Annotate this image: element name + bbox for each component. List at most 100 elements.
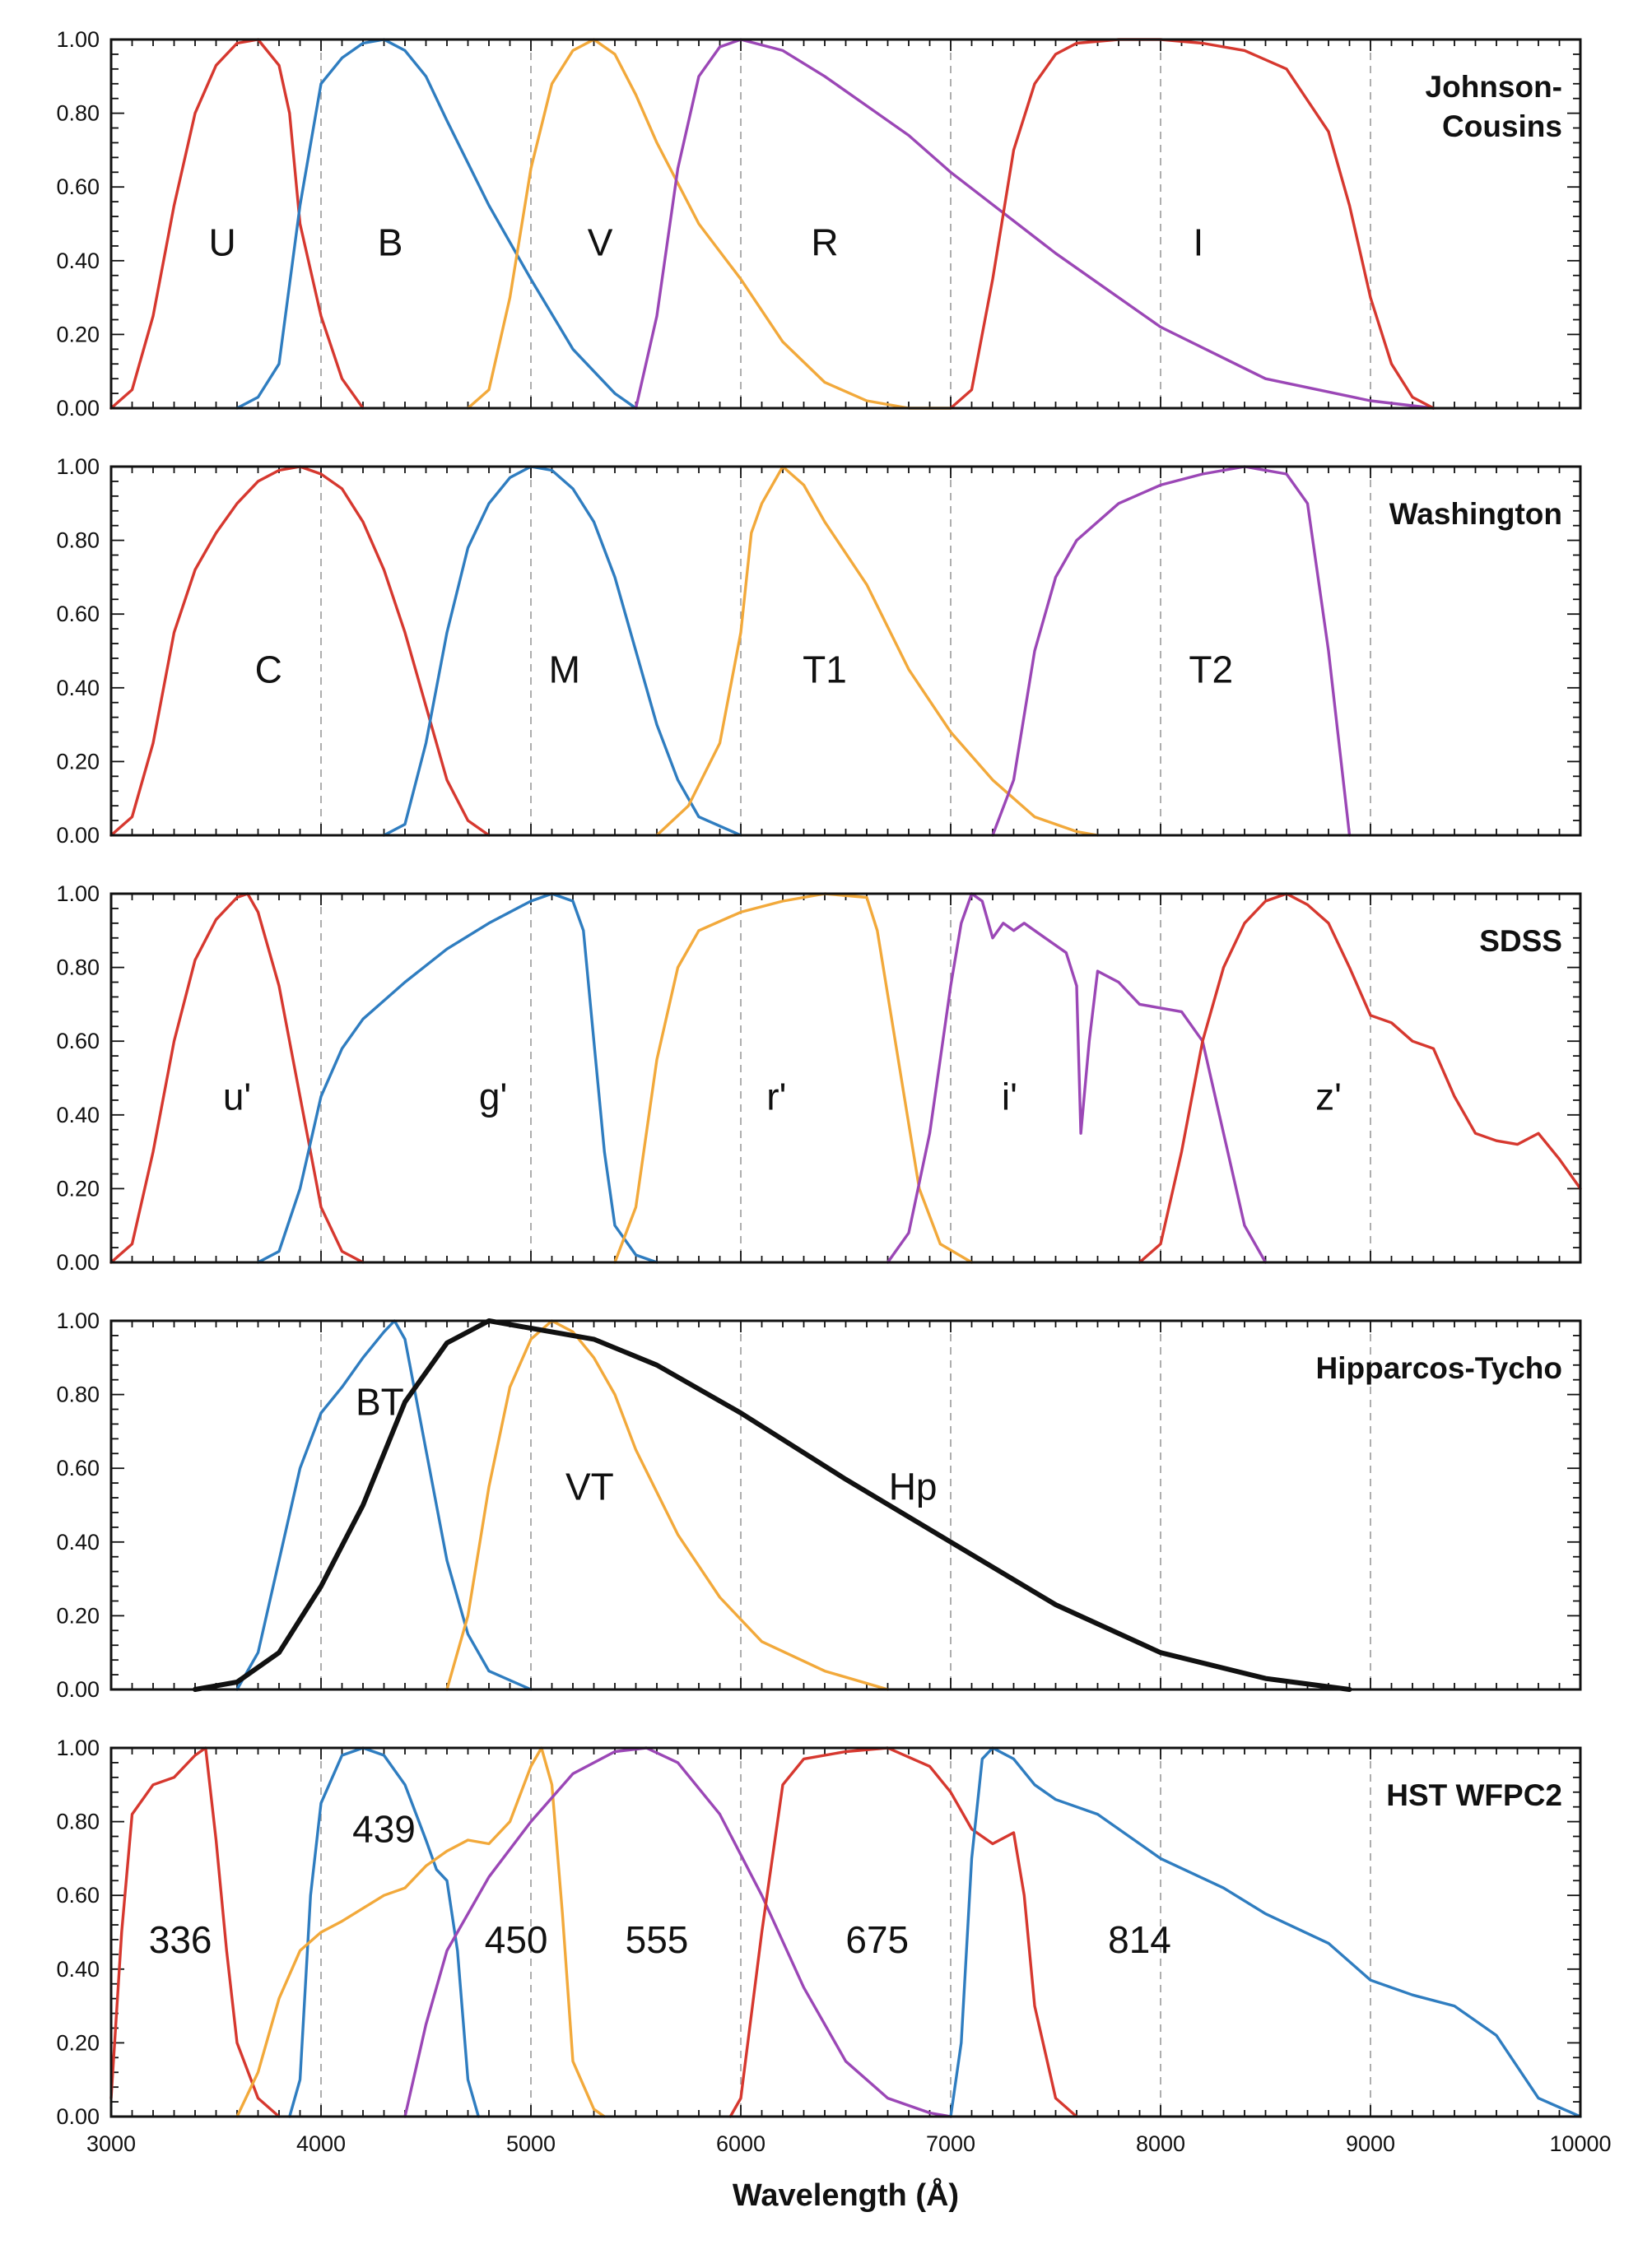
y-tick-label: 1.00 — [56, 881, 100, 906]
band-label-439: 439 — [352, 1808, 416, 1851]
y-tick-label: 1.00 — [56, 27, 100, 52]
y-tick-label: 0.20 — [56, 1176, 100, 1201]
band-label-Hp: Hp — [889, 1466, 938, 1508]
panel-5: 0.00 0.20 0.40 0.60 0.80 1.00 336 439 450 555 675 8… — [56, 1736, 1582, 2129]
y-tick-label: 1.00 — [56, 1308, 100, 1333]
series-line-439 — [288, 1746, 480, 2118]
plot-frame — [109, 1319, 1582, 1691]
y-tick-label: 0.80 — [56, 528, 100, 553]
x-tick-label: 9000 — [1346, 2131, 1395, 2156]
y-tick-label: 1.00 — [56, 454, 100, 479]
y-tick-label: 0.20 — [56, 2030, 100, 2055]
band-label-M: M — [549, 648, 580, 690]
band-label-z': z' — [1315, 1075, 1342, 1118]
band-label-T1: T1 — [803, 648, 847, 690]
y-tick-label: 0.00 — [56, 1677, 100, 1702]
series-line-R — [634, 38, 1436, 410]
y-tick-label: 0.80 — [56, 101, 100, 126]
series-line-g' — [256, 892, 658, 1264]
series-line-I — [949, 38, 1436, 410]
band-label-r': r' — [766, 1075, 786, 1118]
y-tick-label: 0.00 — [56, 823, 100, 848]
band-label-R: R — [811, 221, 838, 263]
y-tick-label: 0.60 — [56, 1883, 100, 1908]
band-label-g': g' — [479, 1075, 507, 1118]
y-tick-label: 0.60 — [56, 1456, 100, 1480]
x-tick-label: 6000 — [716, 2131, 765, 2156]
panel-2: 0.00 0.20 0.40 0.60 0.80 1.00 C M T1 T2 Washington — [56, 454, 1582, 848]
series-line-Hp — [193, 1318, 1352, 1692]
plot-frame — [109, 38, 1582, 410]
series-line-450 — [235, 1746, 606, 2118]
y-tick-label: 0.40 — [56, 249, 100, 273]
panel-3: 0.00 0.20 0.40 0.60 0.80 1.00 u' g' r' i' z' SDSS — [56, 881, 1582, 1275]
series-line-BT — [235, 1319, 533, 1691]
series-line-i' — [886, 892, 1268, 1264]
band-label-i': i' — [1002, 1075, 1017, 1118]
band-label-675: 675 — [845, 1918, 909, 1961]
series-line-B — [235, 38, 638, 410]
y-tick-label: 0.20 — [56, 749, 100, 774]
band-label-U: U — [209, 221, 236, 263]
x-tick-label: 4000 — [296, 2131, 346, 2156]
x-tick-label: 10000 — [1549, 2131, 1611, 2156]
y-tick-label: 0.20 — [56, 1603, 100, 1628]
y-tick-label: 0.00 — [56, 2104, 100, 2129]
y-tick-label: 0.80 — [56, 1810, 100, 1834]
band-label-450: 450 — [485, 1918, 548, 1961]
panel-title: Washington — [1389, 497, 1562, 531]
band-label-B: B — [378, 221, 403, 263]
y-tick-label: 0.20 — [56, 322, 100, 346]
band-label-336: 336 — [149, 1918, 212, 1961]
series-line-C — [109, 465, 491, 837]
y-tick-label: 0.40 — [56, 676, 100, 700]
series-line-z' — [1138, 892, 1582, 1264]
y-tick-label: 0.40 — [56, 1103, 100, 1127]
y-tick-label: 0.80 — [56, 1383, 100, 1407]
y-tick-label: 0.60 — [56, 174, 100, 199]
y-tick-label: 1.00 — [56, 1736, 100, 1760]
band-label-BT: BT — [356, 1381, 404, 1424]
x-tick-label: 5000 — [506, 2131, 556, 2156]
panel-title: Johnson- — [1426, 70, 1562, 104]
plot-frame — [109, 1746, 1582, 2118]
band-label-I: I — [1194, 221, 1204, 263]
panel-title: HST WFPC2 — [1386, 1778, 1562, 1812]
panel-4: 0.00 0.20 0.40 0.60 0.80 1.00 BT VT Hp Hipparcos-… — [56, 1308, 1582, 1702]
band-label-u': u' — [223, 1075, 251, 1118]
series-line-U — [109, 38, 365, 410]
band-label-C: C — [255, 648, 282, 690]
x-axis-label: Wavelength (Å) — [733, 2177, 959, 2213]
band-label-555: 555 — [626, 1918, 689, 1961]
series-line-VT — [445, 1319, 890, 1691]
series-line-336 — [109, 1746, 281, 2118]
y-tick-label: 0.60 — [56, 602, 100, 626]
panel-title: Hipparcos-Tycho — [1316, 1351, 1562, 1385]
band-label-814: 814 — [1108, 1918, 1171, 1961]
series-line-T1 — [655, 465, 1100, 837]
plot-frame — [109, 892, 1582, 1264]
series-line-555 — [403, 1746, 952, 2118]
y-tick-label: 0.40 — [56, 1957, 100, 1982]
series-line-814 — [949, 1746, 1582, 2118]
band-label-T2: T2 — [1189, 648, 1233, 690]
y-tick-label: 0.40 — [56, 1530, 100, 1555]
series-line-r' — [613, 892, 974, 1264]
y-tick-label: 0.80 — [56, 955, 100, 980]
x-tick-label: 3000 — [86, 2131, 136, 2156]
band-label-V: V — [588, 221, 613, 263]
x-tick-label: 8000 — [1136, 2131, 1185, 2156]
y-tick-label: 0.60 — [56, 1029, 100, 1053]
y-tick-label: 0.00 — [56, 1250, 100, 1275]
y-tick-label: 0.00 — [56, 396, 100, 421]
panel-1: 0.00 0.20 0.40 0.60 0.80 1.00 U B V R I Johnson- Cou… — [56, 27, 1582, 421]
panel-title: SDSS — [1479, 924, 1562, 958]
series-line-u' — [109, 892, 365, 1264]
panel-title: Cousins — [1442, 109, 1562, 143]
series-line-V — [466, 38, 952, 410]
series-line-675 — [728, 1746, 1078, 2118]
series-line-T2 — [991, 465, 1352, 837]
series-line-M — [382, 465, 742, 837]
plot-frame — [109, 465, 1582, 837]
